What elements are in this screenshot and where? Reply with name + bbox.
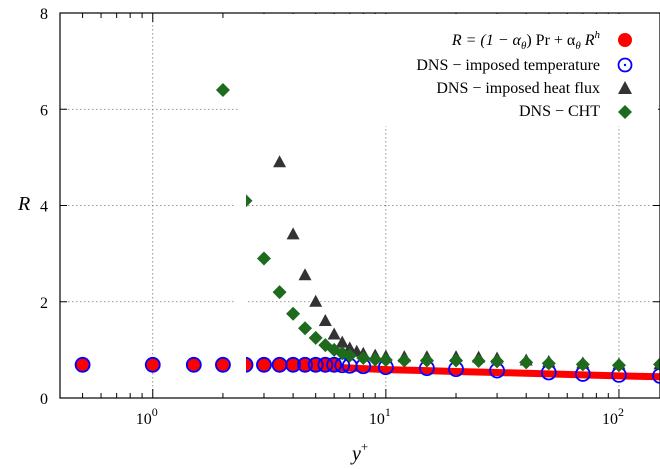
y-tick-label: 0 [40, 391, 48, 408]
data-point [286, 227, 300, 240]
y-tick-label: 2 [40, 295, 48, 312]
series-line [330, 363, 660, 381]
data-point [343, 341, 357, 354]
data-point [215, 356, 231, 373]
data-point [256, 357, 271, 372]
data-point [286, 306, 301, 321]
data-point [297, 356, 313, 373]
data-point [317, 356, 334, 373]
data-point [611, 358, 626, 373]
legend-label-dns-flux: DNS − imposed heat flux [436, 80, 600, 97]
data-point [215, 83, 230, 97]
data-point [298, 268, 312, 281]
legend-marker-dns-flux [618, 81, 632, 94]
x-axis-label: y+ [350, 439, 368, 465]
data-point [378, 352, 393, 367]
data-point [652, 367, 660, 384]
data-point [541, 356, 556, 371]
data-point [286, 357, 301, 372]
data-point [75, 357, 90, 372]
legend-marker-dns-cht [618, 105, 632, 119]
data-point [74, 356, 91, 373]
data-point [308, 330, 323, 345]
series-3 [215, 83, 660, 373]
data-point [256, 356, 272, 373]
x-tick-label: 101 [369, 405, 391, 428]
data-point [285, 356, 301, 373]
data-point [449, 353, 464, 368]
data-point [272, 285, 287, 300]
x-tick-label: 102 [602, 405, 624, 428]
data-point [318, 314, 332, 326]
data-point [145, 357, 160, 372]
axis-ticks: 0 2 4 6 8 100 101 102 [40, 6, 660, 428]
legend-label-dns-temp: DNS − imposed temperature [416, 57, 600, 74]
legend-label-dns-cht: DNS − CHT [519, 103, 600, 120]
data-point [144, 356, 161, 373]
legend-marker-formula [618, 33, 632, 47]
data-point [419, 353, 434, 368]
data-point [471, 353, 486, 368]
legend-marker-dns-temp [617, 57, 633, 73]
data-point [185, 356, 202, 373]
data-point [256, 251, 271, 266]
data-point [298, 357, 313, 372]
data-point [335, 335, 349, 348]
data-point [356, 351, 371, 366]
legend: R = (1 − αθ) Pr + αθ Rh DNS − imposed te… [236, 14, 658, 392]
data-point [215, 357, 230, 372]
data-point [519, 355, 534, 370]
legend-label-formula: R = (1 − αθ) Pr + αθ Rh [451, 29, 601, 52]
data-point [298, 321, 313, 336]
plot-data [74, 30, 660, 384]
data-point [653, 357, 660, 372]
y-tick-label: 6 [40, 102, 48, 119]
data-point [326, 356, 343, 373]
data-point [273, 155, 287, 168]
y-tick-label: 8 [40, 6, 48, 23]
y-tick-label: 4 [40, 199, 48, 216]
data-point [490, 354, 505, 369]
data-point [307, 356, 324, 373]
data-point [368, 352, 383, 367]
data-point [272, 357, 287, 372]
data-point [397, 353, 412, 368]
data-point [327, 327, 341, 340]
data-point [342, 348, 357, 363]
data-point [309, 294, 323, 307]
data-point [575, 357, 590, 372]
series-0 [75, 357, 660, 381]
data-point [186, 357, 201, 372]
x-tick-label: 100 [136, 405, 158, 428]
y-axis-label: R [17, 193, 30, 215]
